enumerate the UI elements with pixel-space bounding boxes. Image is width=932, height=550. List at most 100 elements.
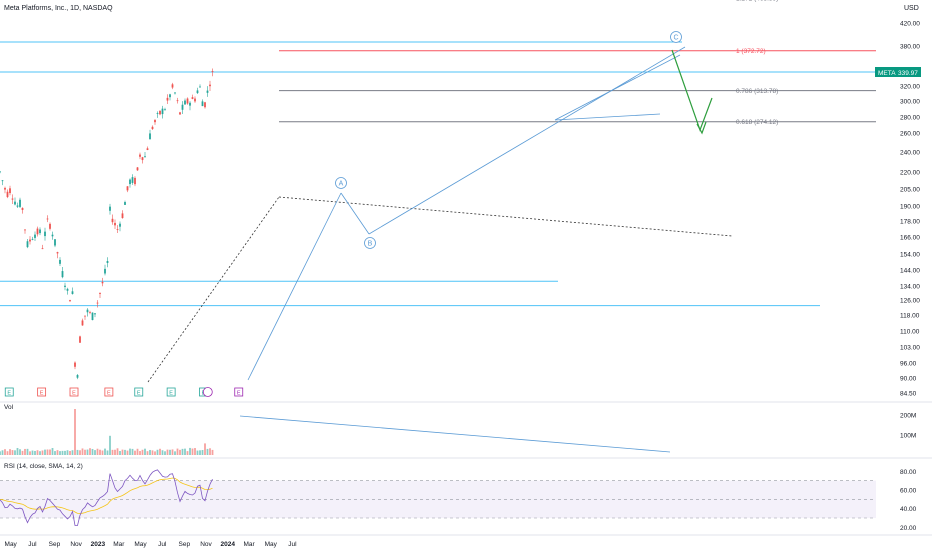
candle-body xyxy=(149,133,151,140)
volume-bar xyxy=(69,450,71,455)
volume-bar xyxy=(11,450,14,455)
horizontal-lines xyxy=(0,41,876,307)
volume-bar xyxy=(66,450,69,455)
earnings-marker xyxy=(104,387,114,397)
wave-b-line xyxy=(340,192,370,235)
volume-bar xyxy=(6,451,9,455)
volume-bar xyxy=(94,450,96,455)
volume-bar xyxy=(109,435,111,455)
volume-bar xyxy=(86,449,89,455)
candle-body xyxy=(34,234,36,238)
candle-body xyxy=(106,261,109,263)
volume-bar xyxy=(19,449,21,455)
price-tick-label: 190.00 xyxy=(900,204,920,211)
volume-bar xyxy=(201,450,204,455)
candle-body xyxy=(129,179,131,185)
candle-body xyxy=(181,104,184,110)
volume-bar xyxy=(116,448,119,455)
earnings-marker-label: E xyxy=(169,391,173,397)
volume-bar xyxy=(174,451,176,455)
projection-arrowhead xyxy=(696,121,707,135)
candle-body xyxy=(54,239,56,246)
volume-bar xyxy=(79,450,81,455)
volume-bar xyxy=(204,443,206,455)
time-tick-label: Nov xyxy=(200,541,212,548)
candle-body xyxy=(66,288,69,291)
volume-bar xyxy=(76,449,79,455)
volume-bar xyxy=(149,449,151,455)
candle-body xyxy=(39,229,41,234)
candle-body xyxy=(101,281,104,284)
candle-body xyxy=(91,312,94,321)
candle-body xyxy=(96,302,99,304)
volume-bar xyxy=(179,449,181,455)
wedge-lower-line xyxy=(554,113,661,121)
price-pane: Meta Platforms, Inc., 1D, NASDAQ USD 1.2… xyxy=(0,0,921,398)
candle-body xyxy=(131,177,134,183)
wave-labels: A B C xyxy=(335,31,682,249)
volume-bar xyxy=(44,449,46,455)
candle-body xyxy=(61,271,64,278)
volume-bar xyxy=(186,451,189,455)
volume-bar xyxy=(9,449,11,455)
volume-bar xyxy=(106,450,109,455)
candle-body xyxy=(4,187,6,190)
candle-body xyxy=(161,108,164,115)
time-tick-label: 2023 xyxy=(91,541,106,548)
volume-bar xyxy=(209,448,211,455)
time-tick-label: Jul xyxy=(28,541,37,548)
candle-body xyxy=(206,90,209,93)
candle-body xyxy=(69,300,71,302)
earnings-marker xyxy=(4,387,14,397)
candle-body xyxy=(116,229,119,230)
volume-bar xyxy=(146,451,149,455)
last-price-value: 339.97 xyxy=(898,70,918,77)
volume-bar xyxy=(126,450,129,455)
volume-bar xyxy=(144,448,146,455)
projection-path xyxy=(671,49,713,132)
candle-body xyxy=(136,167,139,171)
volume-bar xyxy=(81,448,84,455)
volume-bar xyxy=(41,450,44,455)
candle-body xyxy=(74,362,76,367)
volume-bar xyxy=(139,451,141,455)
candle-body xyxy=(191,97,194,99)
trend-drawings xyxy=(147,46,733,383)
candle-body xyxy=(144,156,146,158)
rsi-tick-label: 20.00 xyxy=(900,525,917,532)
fib-level-label: 0.618 (274.12) xyxy=(736,119,778,126)
volume-bar xyxy=(159,448,161,455)
volume-bar xyxy=(31,450,34,455)
candle-body xyxy=(24,229,26,231)
price-tick-label: 84.50 xyxy=(900,391,917,398)
price-tick-label: 280.00 xyxy=(900,115,920,122)
earnings-marker-label: E xyxy=(40,391,44,397)
volume-bar xyxy=(99,449,101,455)
candle-body xyxy=(196,90,199,94)
volume-bar xyxy=(169,449,171,455)
time-tick-label: Mar xyxy=(113,541,125,548)
earnings-marker-label: E xyxy=(137,391,141,397)
earnings-marker-label: E xyxy=(72,391,76,397)
earnings-marker xyxy=(37,387,47,397)
volume-bar xyxy=(181,448,184,455)
price-tick-label: 420.00 xyxy=(900,21,920,28)
candle-body xyxy=(56,252,59,254)
rsi-ma-line xyxy=(0,477,213,515)
last-price-tag: META 339.97 xyxy=(875,67,921,77)
price-axis: 420.00380.00340.00320.00300.00280.00260.… xyxy=(900,21,920,398)
wave-c-line xyxy=(368,46,686,235)
candle-body xyxy=(79,336,81,343)
candle-body xyxy=(174,92,176,94)
price-tick-label: 90.00 xyxy=(900,376,917,383)
candle-body xyxy=(184,100,186,105)
price-tick-label: 260.00 xyxy=(900,131,920,138)
earnings-marker xyxy=(134,387,144,397)
candle-body xyxy=(146,148,149,151)
candle-body xyxy=(84,315,86,317)
earnings-marker xyxy=(234,387,244,397)
wave-label-circle xyxy=(670,31,682,43)
candle-body xyxy=(21,207,24,210)
volume-tick-label: 200M xyxy=(900,413,916,420)
